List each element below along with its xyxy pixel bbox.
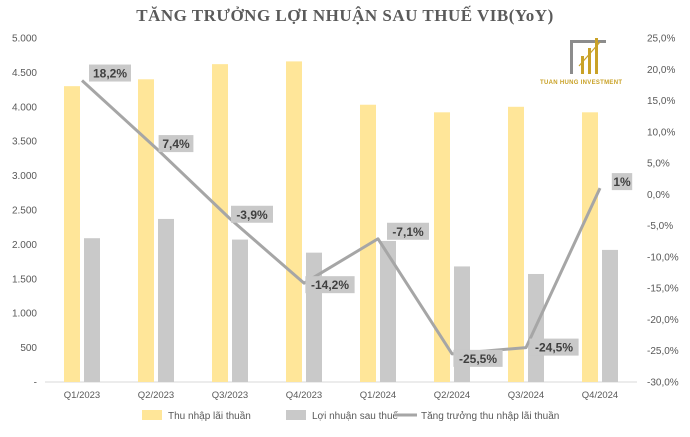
bar-net-interest-income	[286, 61, 302, 382]
growth-data-label: 1%	[613, 175, 631, 189]
growth-label-bg	[387, 222, 429, 240]
growth-label-bg	[305, 276, 355, 294]
growth-data-label: -7,1%	[392, 225, 424, 239]
x-tick-label: Q3/2023	[212, 390, 248, 401]
bar-net-interest-income	[508, 106, 524, 383]
y-left-tick-label: 4.000	[12, 102, 37, 113]
growth-label-bg	[89, 64, 131, 82]
bar-net-profit	[158, 218, 174, 382]
growth-data-label: 7,4%	[162, 137, 190, 151]
y-right-tick-label: -5,0%	[647, 221, 673, 232]
x-tick-label: Q3/2024	[508, 390, 544, 401]
y-right-tick-label: 20,0%	[647, 65, 675, 76]
growth-data-label: -24,5%	[535, 341, 573, 355]
legend-label: Thu nhập lãi thuần	[168, 410, 251, 422]
growth-data-label: -25,5%	[459, 352, 497, 366]
legend-swatch	[286, 410, 306, 420]
legend-label: Tăng trưởng thu nhập lãi thuần	[421, 410, 559, 422]
y-left-tick-label: 5.000	[12, 34, 37, 45]
legend-swatch	[142, 410, 162, 420]
x-tick-label: Q1/2024	[360, 390, 396, 401]
x-tick-label: Q2/2023	[138, 390, 174, 401]
logo-icon	[570, 38, 606, 74]
bar-net-interest-income	[212, 64, 228, 383]
bar-net-interest-income	[434, 112, 450, 382]
growth-label-bg	[453, 349, 503, 367]
y-left-tick-label: 2.500	[12, 206, 37, 217]
y-left-tick-label: 3.500	[12, 137, 37, 148]
growth-data-label: -14,2%	[311, 278, 349, 292]
y-right-tick-label: -25,0%	[647, 346, 679, 357]
bar-net-profit	[84, 238, 100, 382]
y-left-tick-label: -	[34, 378, 37, 389]
growth-label-bg	[231, 205, 273, 223]
x-tick-label: Q1/2023	[64, 390, 100, 401]
bar-net-interest-income	[582, 112, 598, 382]
y-right-tick-label: -30,0%	[647, 378, 679, 389]
x-tick-label: Q4/2024	[582, 390, 618, 401]
chart-title: TĂNG TRƯỞNG LỢI NHUẬN SAU THUẾ VIB(YoY)	[136, 6, 554, 25]
y-right-tick-label: 25,0%	[647, 34, 675, 45]
y-left-tick-label: 1.500	[12, 274, 37, 285]
y-right-tick-label: -20,0%	[647, 315, 679, 326]
y-right-tick-label: 10,0%	[647, 127, 675, 138]
y-left-tick-label: 500	[20, 343, 37, 354]
bar-net-interest-income	[138, 79, 154, 382]
y-left-tick-label: 3.000	[12, 171, 37, 182]
y-left-tick-label: 1.000	[12, 309, 37, 320]
y-left-tick-label: 2.000	[12, 240, 37, 251]
y-left-tick-label: 4.500	[12, 68, 37, 79]
logo-text: TUAN HUNG INVESTMENT	[540, 80, 623, 86]
growth-data-label: 18,2%	[93, 67, 127, 81]
x-tick-label: Q2/2024	[434, 390, 470, 401]
growth-label-bg	[611, 173, 633, 191]
x-tick-label: Q4/2023	[286, 390, 322, 401]
bar-net-interest-income	[64, 86, 80, 382]
legend-label: Lợi nhuận sau thuế	[312, 410, 399, 422]
y-right-tick-label: -10,0%	[647, 252, 679, 263]
growth-data-label: -3,9%	[236, 208, 268, 222]
bar-net-profit	[380, 240, 396, 382]
growth-line	[80, 79, 602, 356]
growth-label-bg	[529, 338, 579, 356]
y-right-tick-label: 0,0%	[647, 190, 670, 201]
growth-label-bg	[158, 135, 194, 153]
bar-net-profit	[602, 249, 618, 382]
y-right-tick-label: -15,0%	[647, 284, 679, 295]
bar-net-profit	[232, 239, 248, 382]
bar-net-profit	[306, 252, 322, 382]
y-right-tick-label: 5,0%	[647, 159, 670, 170]
y-right-tick-label: 15,0%	[647, 96, 675, 107]
